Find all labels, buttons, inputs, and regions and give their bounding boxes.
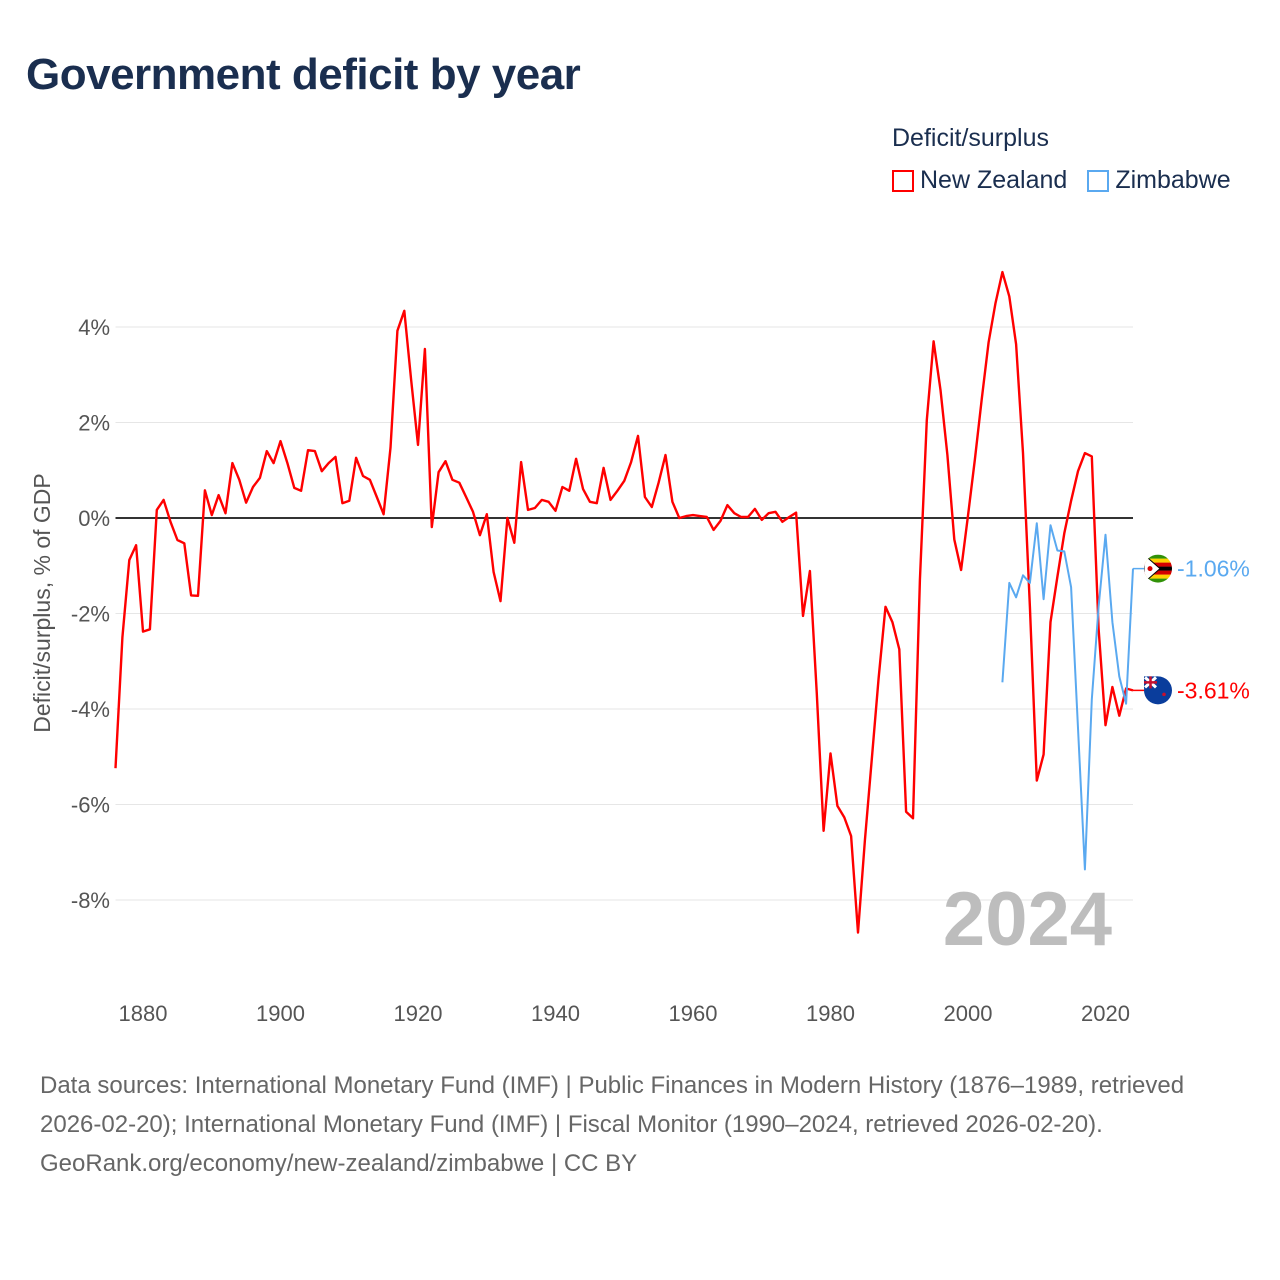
legend-item-new-zealand[interactable]: New Zealand — [892, 166, 1067, 195]
y-axis-ticks: 4% 2% 0% -2% -4% -6% -8% — [71, 315, 110, 913]
end-value-label-new-zealand: -3.61% — [1177, 677, 1250, 703]
chart-area: 4%2%0%-2%-4%-6%-8% 1880 1900 1920 1940 1960 1… — [29, 270, 1250, 1026]
x-tick-label: 1900 — [256, 1001, 305, 1026]
flag-stripe — [1144, 554, 1172, 559]
legend-label-zimbabwe: Zimbabwe — [1115, 166, 1231, 194]
legend: New Zealand Zimbabwe — [892, 166, 1231, 195]
legend-swatch-new-zealand — [892, 169, 914, 192]
y-tick-label: 4% — [78, 315, 110, 340]
year-watermark: 2024 — [943, 877, 1112, 962]
x-tick-label: 1980 — [806, 1001, 855, 1026]
y-tick-label: 2% — [78, 411, 110, 436]
legend-swatch-zimbabwe — [1087, 169, 1110, 192]
legend-title: Deficit/surplus — [892, 124, 1049, 152]
y-tick-label: -4% — [71, 697, 110, 722]
end-markers: -3.61% -1.06% — [1133, 554, 1250, 705]
flag-icon-new-zealand — [1143, 676, 1172, 705]
x-tick-label: 1880 — [119, 1001, 168, 1026]
x-axis-ticks: 1880 1900 1920 1940 1960 1980 2000 2020 — [119, 1001, 1130, 1026]
flag-cross-red — [1144, 676, 1157, 689]
legend-item-zimbabwe[interactable]: Zimbabwe — [1087, 166, 1231, 195]
data-sources: Data sources: International Monetary Fun… — [40, 1072, 1185, 1138]
series-line-new-zealand — [114, 270, 1134, 934]
flag-star — [1162, 692, 1166, 697]
end-value-label-zimbabwe: -1.06% — [1177, 556, 1250, 582]
flag-stripe — [1144, 574, 1172, 579]
x-tick-label: 1920 — [394, 1001, 443, 1026]
flag-icon-zimbabwe — [1144, 554, 1172, 583]
flag-body — [1144, 554, 1172, 583]
flag-star — [1147, 566, 1153, 572]
series-lines — [114, 270, 1134, 934]
y-axis-label: Deficit/surplus, % of GDP — [29, 473, 55, 732]
flag-stripe — [1144, 570, 1172, 575]
x-tick-label: 2020 — [1081, 1001, 1130, 1026]
attribution-link[interactable]: GeoRank.org/economy/new-zealand/zimbabwe… — [40, 1150, 638, 1177]
y-tick-label: -2% — [71, 602, 110, 627]
legend-label-new-zealand: New Zealand — [920, 166, 1068, 194]
y-tick-label: -8% — [71, 888, 110, 913]
flag-stripe — [1144, 558, 1172, 563]
footer: Data sources: International Monetary Fun… — [40, 1066, 1240, 1183]
x-tick-label: 1960 — [669, 1001, 718, 1026]
gridlines — [115, 326, 1133, 901]
x-tick-label: 2000 — [944, 1001, 993, 1026]
y-tick-label: 0% — [78, 506, 110, 531]
chart-title: Government deficit by year — [26, 50, 581, 99]
x-tick-label: 1940 — [531, 1001, 580, 1026]
flag-stripe — [1144, 578, 1172, 583]
flag-stripe — [1144, 562, 1172, 567]
y-tick-label: -6% — [71, 793, 110, 818]
series-line-zimbabwe — [1001, 522, 1134, 871]
